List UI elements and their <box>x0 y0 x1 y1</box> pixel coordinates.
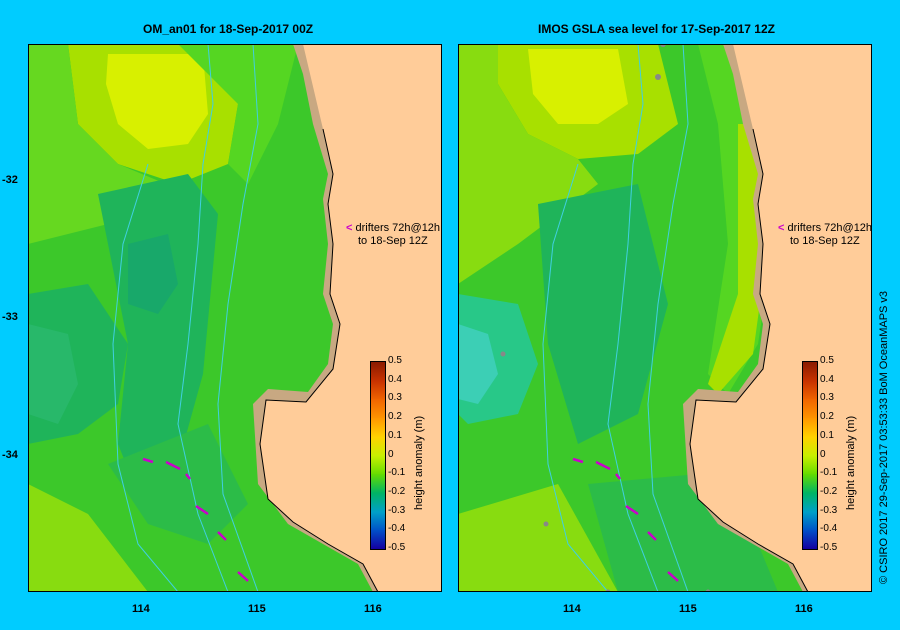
land <box>690 44 872 592</box>
isobath-line <box>217 44 259 592</box>
colorbar-left <box>370 361 386 550</box>
lon-tick: 116 <box>795 603 813 615</box>
colorbar-right-title: height anomaly (m) <box>845 415 857 510</box>
colorbar-segment <box>803 399 817 419</box>
colorbar-right <box>802 361 818 550</box>
colorbar-tick-label: -0.3 <box>820 504 838 516</box>
land <box>260 44 442 592</box>
coastline <box>259 128 379 592</box>
colorbar-segment <box>371 399 385 419</box>
colorbar-tick-label: -0.1 <box>388 467 406 479</box>
colorbar-segment <box>803 492 817 513</box>
colorbar-tick-label: -0.2 <box>388 485 406 497</box>
colorbar-tick-label: -0.4 <box>388 523 406 535</box>
right-drifter-note: < drifters 72h@12h to 18-Sep 12Z <box>778 222 872 248</box>
colorbar-tick-label: -0.5 <box>820 542 838 553</box>
anomaly-patch <box>108 424 248 544</box>
colorbar-tick-label: -0.3 <box>388 504 406 516</box>
colorbar-segment <box>371 418 385 438</box>
colorbar-tick-label: 0.5 <box>820 355 834 366</box>
anomaly-patch <box>178 44 298 184</box>
colorbar-segment <box>371 474 385 494</box>
colorbar-tick-label: 0.1 <box>388 429 402 441</box>
lon-tick: 116 <box>364 603 382 615</box>
colorbar-tick-label: 0 <box>388 448 394 460</box>
anomaly-patch <box>458 324 498 404</box>
isobath-line <box>112 163 179 592</box>
drifter-arrow-icon: < <box>778 222 785 234</box>
anomaly-patch <box>708 124 768 394</box>
lat-tick: -33 <box>2 311 18 323</box>
colorbar-tick-label: -0.4 <box>820 523 838 535</box>
isobath-line <box>647 44 689 592</box>
colorbar-tick-label: -0.1 <box>820 467 838 479</box>
colorbar-segment <box>371 455 385 475</box>
drifter-note-line2: to 18-Sep 12Z <box>790 235 860 247</box>
anomaly-patch <box>588 474 778 592</box>
colorbar-segment <box>803 511 817 531</box>
copyright-text: © CSIRO 2017 29-Sep-2017 03:53:33 BoM Oc… <box>878 290 890 584</box>
colorbar-segment <box>803 380 817 400</box>
lat-tick: -32 <box>2 174 18 186</box>
anomaly-patch <box>106 54 208 149</box>
drifter-note-line1: drifters 72h@12h <box>355 222 441 234</box>
anomaly-patch <box>458 44 598 284</box>
isobath-line <box>177 44 229 592</box>
colorbar-segment <box>371 436 385 456</box>
lon-tick: 115 <box>248 603 266 615</box>
drifter-note-line1: drifters 72h@12h <box>787 222 873 234</box>
left-panel-title: OM_an01 for 18-Sep-2017 00Z <box>143 22 314 36</box>
isobath-line <box>607 44 659 592</box>
left-drifter-note: < drifters 72h@12h to 18-Sep 12Z <box>346 222 440 248</box>
colorbar-segment <box>803 436 817 456</box>
colorbar-segment <box>371 511 385 531</box>
anomaly-patch <box>538 184 668 444</box>
colorbar-tick-label: -0.2 <box>820 485 838 497</box>
colorbar-tick-label: 0.4 <box>820 373 834 385</box>
colorbar-tick-label: 0.2 <box>388 411 402 423</box>
drifter-tracks <box>572 457 679 582</box>
isobath-line <box>542 163 609 592</box>
lat-tick: -34 <box>2 449 18 461</box>
colorbar-segment <box>803 530 817 550</box>
colorbar-tick-label: 0.3 <box>388 392 402 404</box>
drifter-tracks <box>142 457 249 582</box>
anomaly-patch <box>128 234 178 314</box>
colorbar-segment <box>371 362 385 382</box>
colorbar-segment <box>371 380 385 400</box>
anomaly-patch <box>458 484 618 592</box>
colorbar-tick-label: 0.1 <box>820 429 834 441</box>
lon-tick: 114 <box>563 603 581 615</box>
anomaly-patch <box>528 49 628 124</box>
colorbar-segment <box>803 474 817 494</box>
colorbar-segment <box>371 530 385 550</box>
right-panel-title: IMOS GSLA sea level for 17-Sep-2017 12Z <box>538 22 775 36</box>
colorbar-left-title: height anomaly (m) <box>413 415 425 510</box>
right-map <box>458 44 872 592</box>
left-map <box>28 44 442 592</box>
colorbar-segment <box>803 455 817 475</box>
colorbar-tick-label: 0.2 <box>820 411 834 423</box>
lon-tick: 115 <box>679 603 697 615</box>
colorbar-segment <box>803 362 817 382</box>
drifter-arrow-icon: < <box>346 222 353 234</box>
anomaly-patch <box>28 484 148 592</box>
colorbar-tick-label: 0.5 <box>388 355 402 366</box>
colorbar-segment <box>803 418 817 438</box>
anomaly-patch <box>28 324 78 424</box>
colorbar-segment <box>371 492 385 513</box>
colorbar-tick-label: 0.4 <box>388 373 402 385</box>
drifter-note-line2: to 18-Sep 12Z <box>358 235 428 247</box>
coastline <box>689 128 809 592</box>
colorbar-tick-label: 0.3 <box>820 392 834 404</box>
colorbar-tick-label: -0.5 <box>388 542 406 553</box>
colorbar-tick-label: 0 <box>820 448 826 460</box>
lon-tick: 114 <box>132 603 150 615</box>
